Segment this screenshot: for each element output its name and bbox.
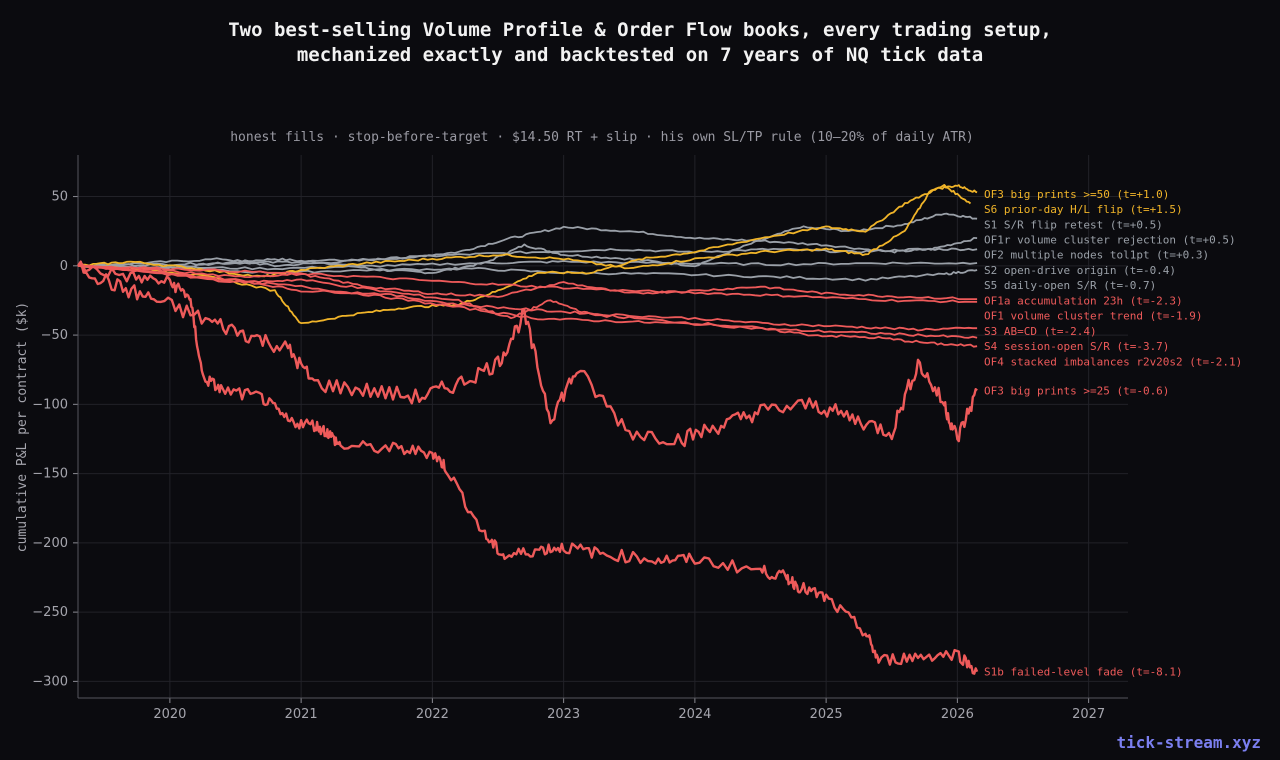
y-tick-label: −150 [32, 467, 68, 482]
series-label: S1 S/R flip retest (t=+0.5) [984, 218, 1163, 231]
chart-subtitle: honest fills · stop-before-target · $14.… [230, 130, 974, 145]
series-label: OF4 stacked imbalances r2v20s2 (t=-2.1) [984, 355, 1242, 368]
series-line [77, 225, 978, 268]
y-tick-label: −300 [32, 674, 68, 689]
series-labels: OF3 big prints >=50 (t=+1.0) S6 prior-day… [984, 188, 1242, 679]
y-tick-label: 50 [51, 190, 68, 205]
y-tick-label: −100 [32, 397, 68, 412]
grid-lines [78, 155, 1128, 698]
series-label: S2 open-drive origin (t=-0.4) [984, 264, 1176, 277]
series-line [77, 264, 978, 348]
series-label: S3 AB=CD (t=-2.4) [984, 325, 1097, 338]
chart-title: Two best-selling Volume Profile & Order … [0, 18, 1280, 68]
series-line [77, 262, 979, 675]
x-tick-label: 2027 [1072, 707, 1105, 722]
series-line [77, 260, 978, 448]
axes: 2020 2021 2022 2023 2024 2025 2026 2027 50 0 −50 −1… [32, 155, 1128, 722]
y-axis-label: cumulative P&L per contract ($k) [15, 302, 30, 552]
x-tick-label: 2026 [941, 707, 974, 722]
y-tick-label: −200 [32, 536, 68, 551]
watermark: tick-stream.xyz [1116, 733, 1262, 752]
series-label: S5 daily-open S/R (t=-0.7) [984, 279, 1156, 292]
x-tick-label: 2020 [153, 707, 186, 722]
series-line [77, 184, 978, 278]
title-line-2: mechanized exactly and backtested on 7 y… [296, 44, 984, 66]
x-tick-label: 2021 [285, 707, 318, 722]
series-label: OF3 big prints >=25 (t=-0.6) [984, 384, 1169, 397]
x-tick-label: 2023 [547, 707, 580, 722]
series-label: S6 prior-day H/L flip (t=+1.5) [984, 203, 1183, 216]
series-label: OF1r volume cluster rejection (t=+0.5) [984, 233, 1236, 246]
series-line [77, 264, 978, 332]
series-label: OF3 big prints >=50 (t=+1.0) [984, 188, 1169, 201]
series-label: OF1 volume cluster trend (t=-1.9) [984, 310, 1203, 323]
series-line [77, 264, 978, 339]
x-tick-label: 2024 [678, 707, 711, 722]
y-tick-label: −50 [41, 328, 68, 343]
series-line [77, 247, 978, 267]
title-line-1: Two best-selling Volume Profile & Order … [228, 19, 1052, 41]
series-label: OF2 multiple nodes tol1pt (t=+0.3) [984, 249, 1209, 262]
series-label: S4 session-open S/R (t=-3.7) [984, 340, 1169, 353]
y-tick-label: −250 [32, 605, 68, 620]
series-line [77, 264, 978, 301]
series-label: S1b failed-level fade (t=-8.1) [984, 666, 1183, 679]
x-tick-label: 2022 [416, 707, 449, 722]
x-tick-label: 2025 [810, 707, 843, 722]
series-line [77, 260, 978, 271]
series-line [77, 184, 972, 324]
series-lines [77, 184, 979, 675]
y-tick-label: 0 [60, 259, 68, 274]
series-label: OF1a accumulation 23h (t=-2.3) [984, 294, 1183, 307]
